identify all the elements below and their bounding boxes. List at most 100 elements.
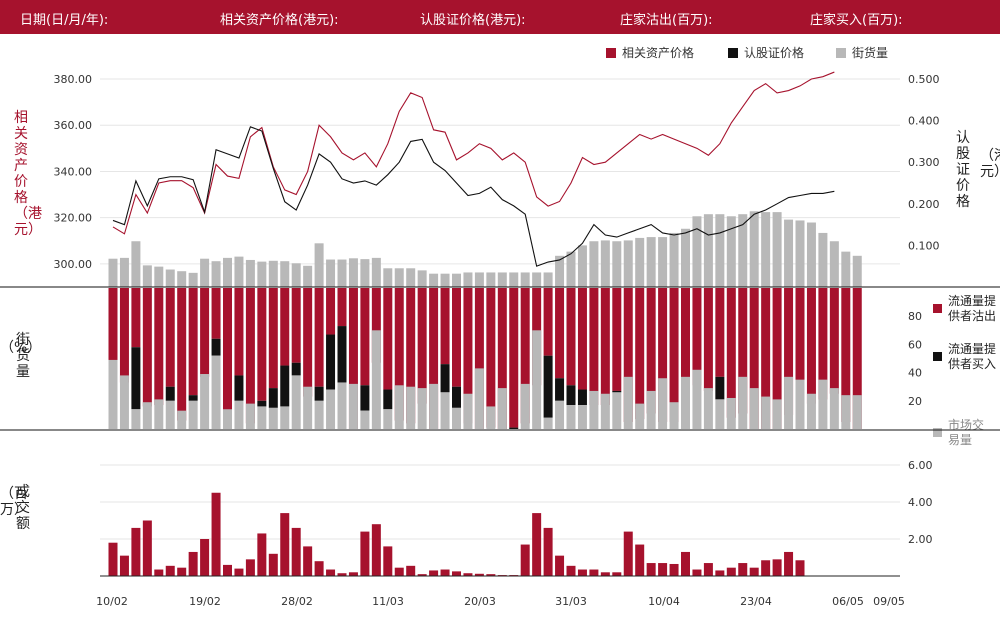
right-tick-label: 0.200	[908, 198, 940, 211]
lp-sell-bar	[211, 288, 221, 339]
turnover-bar	[440, 569, 450, 576]
turnover-bar	[658, 563, 668, 576]
market-bar	[600, 393, 610, 429]
turnover-bar	[646, 563, 656, 576]
lp-buy-bar	[383, 389, 393, 410]
turnover-bar	[303, 546, 313, 576]
turnover-bar	[635, 544, 645, 576]
lp-sell-bar	[806, 288, 816, 404]
turnover-bar	[600, 572, 610, 576]
street-volume-bar	[681, 228, 690, 287]
market-bar	[452, 407, 461, 429]
turnover-bar	[280, 513, 290, 576]
legend-warrant-price: 认股证价格	[728, 44, 804, 61]
lp-sell-bar	[371, 288, 381, 363]
street-volume-bar	[600, 240, 610, 287]
legend-asset-price: 相关资产价格	[606, 44, 694, 61]
lp-sell-bar	[692, 288, 702, 386]
turnover-bar	[577, 569, 587, 576]
bottom-tick-label: 2.00	[908, 533, 933, 546]
lp-sell-bar	[703, 288, 713, 391]
left-tick-label: 380.00	[54, 73, 93, 86]
turnover-bar	[291, 527, 301, 576]
market-bar	[291, 375, 301, 429]
turnover-bar	[738, 563, 748, 576]
lp-sell-bar	[612, 288, 622, 391]
market-bar	[177, 410, 187, 429]
legend-market: 市场交易量	[948, 418, 985, 447]
street-volume-bar	[623, 240, 633, 287]
lp-buy-bar	[337, 326, 347, 383]
lp-buy-bar	[612, 390, 622, 393]
lp-sell-bar	[280, 288, 290, 366]
market-bar	[154, 399, 164, 429]
lp-sell-bar	[223, 288, 232, 424]
market-bar	[188, 400, 198, 429]
market-bar	[703, 388, 713, 429]
dealer-buy-label: 庄家买入(百万):	[810, 13, 903, 28]
street-volume-bar	[211, 261, 221, 287]
street-volume-bar	[131, 241, 141, 287]
market-bar	[532, 330, 542, 429]
market-bar	[715, 399, 725, 429]
market-bar	[681, 376, 690, 429]
lp-sell-bar	[268, 288, 278, 389]
turnover-bar	[371, 524, 381, 576]
market-bar	[474, 368, 484, 429]
market-bar	[726, 397, 736, 429]
lp-sell-bar	[738, 288, 748, 414]
lp-sell-bar	[726, 288, 736, 418]
street-volume-bar	[417, 270, 427, 287]
street-volume-bar	[200, 258, 210, 287]
lp-sell-bar	[406, 288, 416, 424]
lp-sell-bar	[360, 288, 370, 386]
street-volume-bar	[383, 268, 393, 287]
market-bar	[108, 359, 118, 429]
market-bar	[131, 409, 141, 429]
lp-sell-bar	[188, 288, 198, 396]
lp-buy-bar	[291, 362, 301, 376]
turnover-bar	[452, 571, 461, 576]
lp-sell-bar	[715, 288, 725, 377]
market-bar	[646, 390, 656, 429]
turnover-bar	[681, 551, 690, 576]
turnover-bar	[165, 565, 175, 576]
lp-sell-bar	[245, 288, 255, 424]
turnover-bar	[268, 553, 278, 576]
lp-sell-bar	[154, 288, 164, 406]
x-tick-label: 10/04	[648, 595, 680, 608]
market-bar	[394, 385, 404, 429]
market-bar	[348, 383, 358, 429]
market-bar	[142, 402, 152, 429]
street-volume-bar	[852, 255, 862, 287]
street-volume-bar	[177, 271, 187, 287]
turnover-bar	[715, 570, 725, 576]
right-tick-label: 0.400	[908, 115, 940, 128]
lp-buy-bar	[509, 427, 519, 429]
x-tick-label: 28/02	[281, 595, 313, 608]
turnover-bar	[543, 527, 553, 576]
lp-sell-bar	[440, 288, 450, 365]
lp-sell-bar	[486, 288, 496, 428]
market-bar	[566, 405, 576, 429]
lp-sell-bar	[566, 288, 576, 386]
mid-axis-title-a: 街货量	[16, 332, 30, 380]
legend-street-swatch	[836, 48, 846, 58]
street-volume-bar	[486, 272, 496, 287]
lp-sell-bar	[108, 288, 118, 384]
market-bar	[165, 400, 175, 429]
market-bar	[795, 379, 805, 429]
lp-sell-bar	[841, 288, 851, 422]
turnover-bar	[532, 513, 542, 576]
street-volume-bar	[371, 257, 381, 287]
legend-warrant-text: 认股证价格	[744, 46, 805, 60]
market-bar	[829, 388, 839, 429]
lp-sell-bar	[463, 288, 473, 424]
market-bar	[429, 383, 439, 429]
lp-sell-bar	[452, 288, 461, 387]
market-bar	[200, 374, 210, 429]
market-bar	[211, 355, 221, 429]
right-tick-label: 0.500	[908, 73, 940, 86]
lp-sell-bar	[818, 288, 828, 400]
lp-sell-bar	[795, 288, 805, 415]
